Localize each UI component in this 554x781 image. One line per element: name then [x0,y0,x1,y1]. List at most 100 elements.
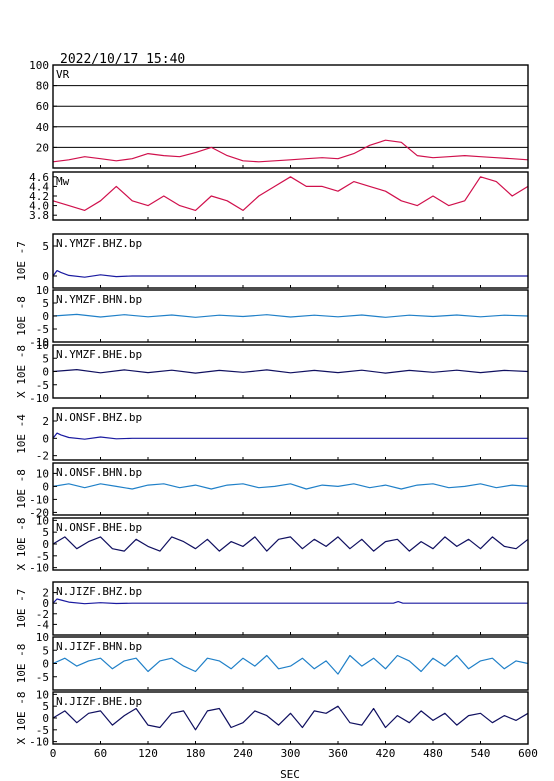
scale-label: 10E -4 [15,414,28,454]
panel-label: N.YMZF.BHZ.bp [56,237,142,250]
y-tick-label: 60 [36,100,49,113]
panel-9: -4-202 N.JIZF.BHZ.bp 10E -7 [15,581,529,636]
y-tick-label: 0 [42,712,49,725]
y-tick-label: 40 [36,121,49,134]
y-tick-label: -2 [36,450,49,463]
y-tick-label: 0 [42,538,49,551]
y-tick-label: 0 [42,366,49,379]
panel-label: N.YMZF.BHN.bp [56,293,142,306]
y-tick-label: -10 [29,562,49,575]
y-tick-label: 20 [36,141,49,154]
x-tick-label: 300 [281,747,301,760]
y-tick-label: 10 [36,514,49,527]
y-tick-label: 0 [42,480,49,493]
scale-label: 10E -8 [15,644,28,684]
panel-label: N.ONSF.BHZ.bp [56,411,142,424]
scale-label: 10E -7 [15,241,28,281]
y-tick-label: 5 [42,352,49,365]
scale-label: 10E -8 [15,296,28,336]
x-tick-label: 180 [186,747,206,760]
y-tick-label: -5 [36,379,49,392]
panel-label: N.JIZF.BHZ.bp [56,585,142,598]
y-tick-label: 4.6 [29,171,49,184]
y-tick-label: -10 [29,336,49,349]
y-tick-label: 4.2 [29,190,49,203]
y-tick-label: 2 [42,587,49,600]
panel-label: N.JIZF.BHE.bp [56,695,142,708]
x-tick-label: 480 [423,747,443,760]
y-tick-label: 4.4 [29,180,49,193]
y-tick-label: -5 [36,671,49,684]
y-tick-label: 10 [36,467,49,480]
x-axis: 0 60 120 180 240 300 360 420 480 540 600 [50,747,538,760]
panel-label: N.YMZF.BHE.bp [56,348,142,361]
y-tick-label: 5 [42,526,49,539]
panel-label: N.JIZF.BHN.bp [56,640,142,653]
y-tick-label: 0 [42,658,49,671]
x-tick-label: 120 [138,747,158,760]
series-line [52,536,529,552]
y-tick-label: 5 [42,644,49,657]
panel-3: 0 5 N.YMZF.BHZ.bp 10E -7 [15,233,529,289]
y-tick-label: -20 [29,506,49,519]
series-line [52,432,528,440]
y-tick-label: 2 [42,415,49,428]
x-tick-label: 420 [376,747,396,760]
timestamp: 2022/10/17 15:40 [60,52,185,67]
series-line [52,270,528,278]
y-tick-label: 10 [36,688,49,701]
x-tick-label: 540 [471,747,491,760]
panel-label: N.ONSF.BHN.bp [56,466,142,479]
x-tick-label: 360 [328,747,348,760]
panel-1: 20 40 60 80 100 VR [29,59,529,169]
panel-2: 3.84.04.24.44.6 Mw [29,171,529,222]
x-tick-label: 60 [94,747,107,760]
y-tick-label: -2 [36,608,49,621]
series-line [52,176,529,211]
y-tick-label: -5 [36,323,49,336]
y-tick-label: 5 [42,700,49,713]
y-tick-label: 100 [29,59,49,72]
y-tick-label: 10 [36,339,49,352]
y-tick-label: 5 [42,240,49,253]
y-tick-label: -10 [29,493,49,506]
y-tick-label: 10 [36,631,49,644]
y-tick-label: 0 [42,310,49,323]
y-tick-label: 80 [36,80,49,93]
y-tick-label: -10 [29,392,49,405]
y-tick-label: -5 [36,550,49,563]
y-tick-label: 0 [42,432,49,445]
y-tick-label: -4 [36,618,50,631]
panel-label: Mw [56,175,70,188]
panel-6: -2 0 2 N.ONSF.BHZ.bp 10E -4 [15,407,529,463]
series-line [52,705,529,731]
y-tick-label: 4.0 [29,200,49,213]
series-line [52,369,529,374]
series-line [52,598,528,605]
panel-frame [52,171,529,221]
y-tick-label: 0 [42,597,49,610]
x-tick-label: 240 [233,747,253,760]
y-tick-label: 3.8 [29,209,49,222]
y-tick-label: 0 [42,270,49,283]
y-tick-label: 5 [42,297,49,310]
x-axis-label: SEC [280,768,300,781]
x-tick-label: 600 [518,747,538,760]
panel-label: N.ONSF.BHE.bp [56,521,142,534]
scale-label: X 10E -8 [15,692,28,745]
panel-frame [52,64,529,169]
scale-label: 10E -7 [15,589,28,629]
series-line [52,313,529,318]
scale-label: X 10E -8 [15,345,28,398]
panel-label: VR [56,68,70,81]
x-tick-label: 0 [50,747,57,760]
scale-label: X 10E -8 [15,518,28,571]
y-tick-label: 10 [36,284,49,297]
scale-label: 10E -8 [15,469,28,509]
